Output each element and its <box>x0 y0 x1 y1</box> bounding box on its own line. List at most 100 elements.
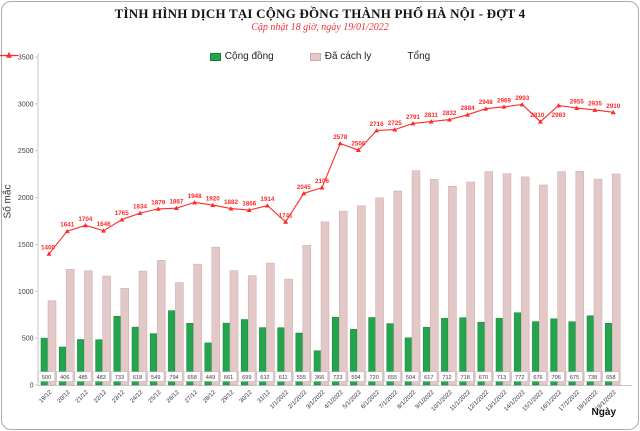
svg-text:24/12: 24/12 <box>130 389 145 404</box>
bar-community <box>513 312 521 386</box>
value-box <box>329 371 347 382</box>
line-point-marker <box>519 102 525 107</box>
svg-text:28/12: 28/12 <box>202 389 217 404</box>
svg-text:2969: 2969 <box>497 97 512 104</box>
line-point-marker <box>374 128 380 133</box>
line-point-marker <box>210 202 216 207</box>
bar-quarantined <box>593 178 603 386</box>
bar-quarantined <box>611 173 621 386</box>
value-box <box>183 371 201 382</box>
bars-quarantined <box>47 170 621 386</box>
axes <box>37 53 632 386</box>
bar-quarantined <box>120 288 130 386</box>
bar-quarantined <box>539 184 548 386</box>
bar-community <box>586 315 594 386</box>
line-point-marker <box>610 109 616 115</box>
line-point-marker <box>428 119 434 124</box>
bar-quarantined <box>47 300 57 386</box>
bar-quarantined <box>429 179 439 386</box>
svg-text:449: 449 <box>206 375 215 381</box>
svg-text:3000: 3000 <box>18 101 34 108</box>
line-point-marker <box>574 105 580 110</box>
line-point-marker <box>337 141 343 146</box>
value-box <box>402 371 419 382</box>
chart-subtitle: Cập nhật 18 giờ, ngày 19/01/2022 <box>251 22 389 33</box>
svg-text:723: 723 <box>333 375 342 381</box>
value-box <box>511 371 529 382</box>
bar-quarantined <box>357 205 366 386</box>
x-axis-title: Ngày <box>591 407 616 418</box>
svg-text:1000: 1000 <box>18 289 34 296</box>
svg-text:2716: 2716 <box>370 121 385 128</box>
svg-text:720: 720 <box>370 375 379 381</box>
line-point-marker <box>192 200 198 205</box>
value-box <box>38 371 55 382</box>
value-box <box>293 371 310 382</box>
bar-quarantined <box>466 181 475 386</box>
value-box <box>220 371 237 382</box>
value-box <box>456 371 474 382</box>
bar-quarantined <box>520 176 530 386</box>
svg-text:21/12: 21/12 <box>75 389 90 404</box>
line-point-marker <box>355 147 361 153</box>
legend-item-tong: Tổng <box>0 51 430 62</box>
svg-text:1765: 1765 <box>115 210 130 217</box>
svg-text:2884: 2884 <box>461 105 476 112</box>
svg-text:2935: 2935 <box>588 100 603 107</box>
svg-text:2832: 2832 <box>442 110 457 117</box>
value-box <box>529 371 547 382</box>
bar-quarantined <box>502 173 512 386</box>
value-box <box>584 371 601 382</box>
bar-quarantined <box>302 245 312 386</box>
legend-label: Đã cách ly <box>324 51 372 62</box>
line-point-marker <box>501 104 507 109</box>
value-box <box>274 371 292 382</box>
svg-text:549: 549 <box>151 375 160 381</box>
bar-quarantined <box>175 282 184 386</box>
svg-text:0: 0 <box>30 383 34 390</box>
svg-text:1704: 1704 <box>78 216 93 223</box>
bar-community <box>568 321 576 386</box>
svg-text:2811: 2811 <box>424 112 438 119</box>
community-value-boxes: 500 406 485 483 733 618 549 794 658 449 661 699 612 6… <box>38 371 620 382</box>
svg-text:1641: 1641 <box>60 222 75 229</box>
svg-text:670: 670 <box>479 375 488 381</box>
value-box <box>384 371 401 382</box>
svg-text:1887: 1887 <box>169 199 184 206</box>
line-point-marker <box>228 206 234 211</box>
bar-community <box>259 327 267 386</box>
svg-text:2955: 2955 <box>570 99 585 106</box>
svg-text:19/12: 19/12 <box>39 389 54 404</box>
bar-community <box>550 318 558 386</box>
bar-community <box>149 333 157 386</box>
line-point-marker <box>46 251 52 256</box>
svg-text:733: 733 <box>115 375 124 381</box>
value-box <box>602 371 620 382</box>
line-point-marker <box>64 228 70 234</box>
svg-text:2910: 2910 <box>606 103 621 110</box>
value-box <box>165 371 183 382</box>
svg-text:2948: 2948 <box>479 99 494 106</box>
svg-text:504: 504 <box>406 375 415 381</box>
svg-text:1500: 1500 <box>18 242 34 249</box>
bar-quarantined <box>102 275 111 386</box>
svg-text:25/12: 25/12 <box>148 389 163 404</box>
svg-text:500: 500 <box>42 375 51 381</box>
svg-text:3500: 3500 <box>18 55 34 62</box>
value-box <box>566 371 583 382</box>
chart-title: TÌNH HÌNH DỊCH TẠI CỘNG ĐỒNG THÀNH PHỐ H… <box>114 6 526 21</box>
line-point-marker <box>446 117 452 122</box>
value-box <box>420 371 438 382</box>
svg-text:718: 718 <box>461 375 470 381</box>
bar-community <box>313 350 321 386</box>
value-box <box>547 371 565 382</box>
svg-text:676: 676 <box>533 375 542 381</box>
bar-community <box>77 339 85 386</box>
svg-text:655: 655 <box>388 375 397 381</box>
bar-community <box>495 317 503 386</box>
svg-text:500: 500 <box>22 336 34 343</box>
bar-community <box>604 323 612 386</box>
legend-item-cong-dong: Cộng đồng <box>209 51 274 62</box>
value-box <box>311 371 328 382</box>
